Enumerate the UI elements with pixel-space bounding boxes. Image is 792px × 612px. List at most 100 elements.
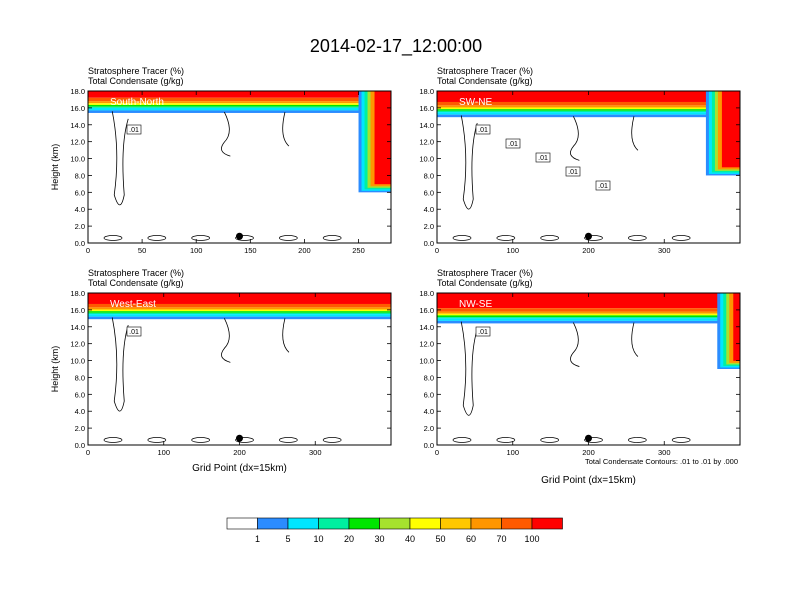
low-cloud-contour-0 xyxy=(103,235,123,241)
colorbar: 1 5 10 20 30 40 50 60 70 100 xyxy=(226,517,563,544)
tracer-band-0 xyxy=(88,293,391,304)
colorbar-label: 60 xyxy=(466,534,476,544)
panel-title-condensate: Total Condensate (g/kg) xyxy=(437,278,533,288)
condensate-contour-0 xyxy=(460,115,478,210)
location-marker xyxy=(585,434,592,442)
panel-title-tracer: Stratosphere Tracer (%) xyxy=(88,268,184,278)
x-tick-label: 0 xyxy=(435,448,439,457)
y-tick-label: 14.0 xyxy=(70,121,85,130)
tracer-band-3 xyxy=(437,313,740,316)
tracer-band-1 xyxy=(437,308,740,312)
plot-frame xyxy=(87,90,392,244)
x-tick-label: 300 xyxy=(658,246,671,255)
low-cloud-contour-5 xyxy=(671,437,691,443)
contour-label: .01 xyxy=(478,329,488,336)
plot-area: .01 .01 .01 .01 .01 xyxy=(437,91,740,243)
tracer-band-7 xyxy=(437,320,740,324)
contour-label-box xyxy=(475,326,491,337)
tracer-band-4 xyxy=(88,311,391,313)
condensate-contour-2 xyxy=(631,322,639,357)
colorbar-label: 40 xyxy=(405,534,415,544)
colorbar-swatch xyxy=(379,517,411,530)
x-tick-label: 150 xyxy=(244,246,257,255)
tracer-band-6 xyxy=(88,107,391,111)
panel-title-condensate: Total Condensate (g/kg) xyxy=(88,278,184,288)
x-tick-label: 200 xyxy=(582,448,595,457)
low-cloud-contour-2 xyxy=(191,437,211,443)
y-tick-label: 18.0 xyxy=(419,87,434,96)
panel-top-left: .01 South-North Stratosphere Tracer (%)Tot… xyxy=(50,66,392,255)
panel-label: SW-NE xyxy=(459,97,492,108)
y-tick-label: 16.0 xyxy=(419,306,434,315)
colorbar-label: 1 xyxy=(255,534,260,544)
colorbar-label: 10 xyxy=(313,534,323,544)
y-tick-label: 18.0 xyxy=(70,289,85,298)
y-tick-label: 16.0 xyxy=(419,104,434,113)
low-cloud-contour-1 xyxy=(496,437,516,443)
x-tick-label: 50 xyxy=(138,246,146,255)
figure-title: 2014-02-17_12:00:00 xyxy=(310,36,482,57)
tracer-band-4 xyxy=(88,104,391,107)
tracer-band-3 xyxy=(88,103,391,105)
y-tick-label: 6.0 xyxy=(424,390,434,399)
location-marker xyxy=(236,434,243,442)
low-cloud-contour-1 xyxy=(496,235,516,241)
plot-background xyxy=(88,91,391,243)
contour-label: .01 xyxy=(129,127,139,134)
x-tick-label: 0 xyxy=(86,448,90,457)
tracer-band-2 xyxy=(437,105,740,108)
panel-bottom-left: .01 West-East Stratosphere Tracer (%)Total… xyxy=(50,268,392,474)
y-tick-label: 10.0 xyxy=(70,155,85,164)
contour-label-box xyxy=(595,180,611,191)
contour-label-box xyxy=(505,138,521,149)
low-cloud-contour-4 xyxy=(627,235,647,241)
low-cloud-contour-2 xyxy=(191,235,211,241)
x-tick-label: 200 xyxy=(233,448,246,457)
contour-label: .01 xyxy=(478,127,488,134)
condensate-contour-0 xyxy=(111,111,129,206)
tracer-band-5 xyxy=(88,312,391,315)
x-tick-label: 100 xyxy=(506,448,519,457)
x-tick-label: 200 xyxy=(298,246,311,255)
contour-label-box xyxy=(126,326,142,337)
contour-label: .01 xyxy=(129,329,139,336)
colorbar-swatch xyxy=(531,517,563,530)
y-tick-label: 4.0 xyxy=(75,205,85,214)
contour-label: .01 xyxy=(508,141,518,148)
colorbar-label: 5 xyxy=(285,534,290,544)
tracer-band-2 xyxy=(437,311,740,314)
y-tick-label: 14.0 xyxy=(419,323,434,332)
y-tick-label: 18.0 xyxy=(70,87,85,96)
low-cloud-contour-2 xyxy=(540,235,560,241)
y-tick-label: 6.0 xyxy=(75,390,85,399)
panel-label: West-East xyxy=(110,299,156,310)
contour-label-box xyxy=(475,124,491,135)
y-tick-label: 8.0 xyxy=(424,171,434,180)
x-axis-label: Grid Point (dx=15km) xyxy=(541,475,636,486)
y-tick-label: 6.0 xyxy=(75,188,85,197)
intrusion-layer-5 xyxy=(721,91,740,168)
tracer-band-6 xyxy=(437,112,740,115)
colorbar-swatch xyxy=(409,517,441,530)
colorbar-swatch xyxy=(318,517,350,530)
intrusion-layer-5 xyxy=(374,91,391,185)
low-cloud-contour-1 xyxy=(147,235,167,241)
tracer-band-7 xyxy=(88,316,391,320)
tracer-band-6 xyxy=(88,314,391,317)
condensate-contour-2 xyxy=(282,318,290,353)
low-cloud-contour-4 xyxy=(278,437,298,443)
y-axis-label: Height (km) xyxy=(50,346,60,393)
condensate-contour-0 xyxy=(460,321,478,416)
colorbar-label: 100 xyxy=(524,534,539,544)
y-tick-label: 4.0 xyxy=(75,407,85,416)
y-tick-label: 0.0 xyxy=(75,441,85,450)
y-tick-label: 10.0 xyxy=(419,357,434,366)
tracer-band-5 xyxy=(88,106,391,108)
y-tick-label: 8.0 xyxy=(75,373,85,382)
tracer-band-2 xyxy=(88,307,391,310)
y-tick-label: 4.0 xyxy=(424,407,434,416)
tracer-band-7 xyxy=(88,110,391,113)
low-cloud-contour-3 xyxy=(235,437,254,443)
x-tick-label: 0 xyxy=(435,246,439,255)
